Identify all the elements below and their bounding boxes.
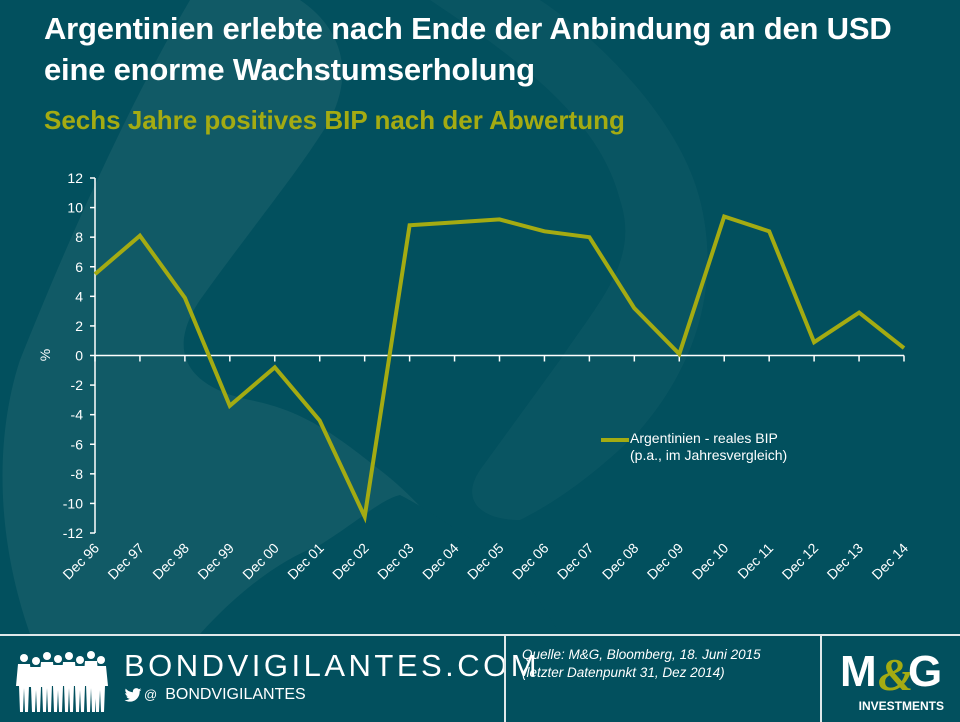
- y-axis-label: %: [37, 349, 53, 361]
- x-tick-label: Dec 06: [509, 540, 552, 583]
- x-tick-label: Dec 05: [464, 540, 507, 583]
- y-tick-label: -12: [63, 525, 83, 541]
- y-tick-label: -6: [71, 436, 84, 452]
- x-tick-label: Dec 98: [149, 540, 192, 583]
- legend-swatch-argentinien: [601, 438, 629, 442]
- x-tick-label: Dec 12: [779, 540, 822, 583]
- svg-text:INVESTMENTS: INVESTMENTS: [859, 699, 944, 713]
- chart-subtitle: Sechs Jahre positives BIP nach der Abwer…: [44, 103, 625, 137]
- source-note: Quelle: M&G, Bloomberg, 18. Juni 2015 (l…: [522, 646, 761, 682]
- footer-divider: [820, 636, 822, 722]
- at-symbol: @: [144, 687, 157, 702]
- y-tick-label: -2: [71, 377, 84, 393]
- chart-legend: Argentinien - reales BIP (p.a., im Jahre…: [601, 430, 787, 464]
- y-tick-label: 12: [67, 170, 83, 186]
- footer: BONDVIGILANTES.COM @ BONDVIGILANTES Quell…: [0, 634, 960, 722]
- x-tick-label: Dec 02: [329, 540, 372, 583]
- twitter-bird-icon: [124, 688, 142, 702]
- x-tick-label: Dec 10: [689, 540, 732, 583]
- twitter-handle-row: @ BONDVIGILANTES: [124, 686, 306, 704]
- chart-title: Argentinien erlebte nach Ende der Anbind…: [44, 8, 944, 90]
- series-line-argentinien-bip: [95, 217, 904, 517]
- svg-text:G: G: [908, 647, 942, 696]
- x-tick-label: Dec 99: [194, 540, 237, 583]
- brand-name: BONDVIGILANTES.COM: [124, 648, 540, 684]
- twitter-handle: BONDVIGILANTES: [165, 686, 305, 703]
- x-tick-label: Dec 00: [239, 540, 282, 583]
- y-tick-label: 8: [75, 229, 83, 245]
- x-tick-label: Dec 03: [374, 540, 417, 583]
- y-axis: 12 10 8 6 4 2 0 -2 -4 -6 -8 -10 -12: [63, 170, 95, 541]
- y-tick-label: 6: [75, 259, 83, 275]
- x-tick-label: Dec 07: [554, 540, 597, 583]
- y-tick-label: 4: [75, 288, 83, 304]
- y-tick-label: -8: [71, 466, 84, 482]
- x-tick-label: Dec 01: [284, 540, 327, 583]
- x-tick-label: Dec 04: [419, 540, 462, 583]
- source-line-1: Quelle: M&G, Bloomberg, 18. Juni 2015: [522, 646, 761, 664]
- footer-divider: [504, 636, 506, 722]
- x-tick-label: Dec 14: [868, 540, 911, 583]
- y-tick-label: 2: [75, 318, 83, 334]
- svg-text:M: M: [840, 647, 874, 696]
- y-tick-label: -4: [71, 407, 84, 423]
- mg-investments-logo: M & G INVESTMENTS: [836, 644, 948, 716]
- y-tick-label: 0: [75, 348, 83, 364]
- legend-label-line2: (p.a., im Jahresvergleich): [630, 447, 787, 464]
- x-tick-label: Dec 11: [734, 540, 776, 582]
- y-tick-label: -10: [63, 495, 83, 511]
- x-tick-label: Dec 97: [104, 540, 147, 583]
- x-tick-label: Dec 09: [644, 540, 687, 583]
- x-tick-label: Dec 13: [823, 540, 866, 583]
- series-group: [95, 216, 904, 516]
- x-tick-label: Dec 96: [59, 540, 102, 583]
- x-tick-label: Dec 08: [599, 540, 642, 583]
- legend-label-line1: Argentinien - reales BIP: [630, 430, 787, 447]
- people-silhouettes-icon: [16, 650, 108, 714]
- y-tick-label: 10: [67, 200, 83, 216]
- source-line-2: (letzter Datenpunkt 31, Dez 2014): [522, 664, 761, 682]
